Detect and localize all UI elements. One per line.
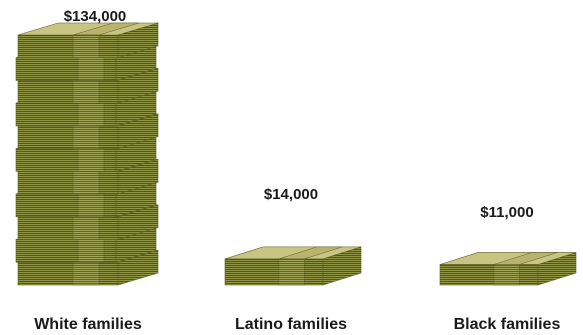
money-stack-black-families [439, 252, 577, 286]
value-label-white-families: $134,000 [64, 8, 127, 25]
value-label-black-families: $11,000 [480, 204, 533, 221]
bill-bundle-3-1 [439, 252, 577, 286]
money-stack-white-families [15, 22, 159, 286]
value-label-latino-families: $14,000 [264, 186, 318, 203]
category-label-white-families: White families [34, 316, 142, 333]
bill-bundle-1-11 [17, 22, 159, 59]
bill-bundle-2-1 [224, 246, 362, 286]
money-stack-latino-families [224, 246, 362, 286]
category-label-latino-families: Latino families [235, 316, 347, 333]
category-label-black-families: Black families [454, 316, 561, 333]
